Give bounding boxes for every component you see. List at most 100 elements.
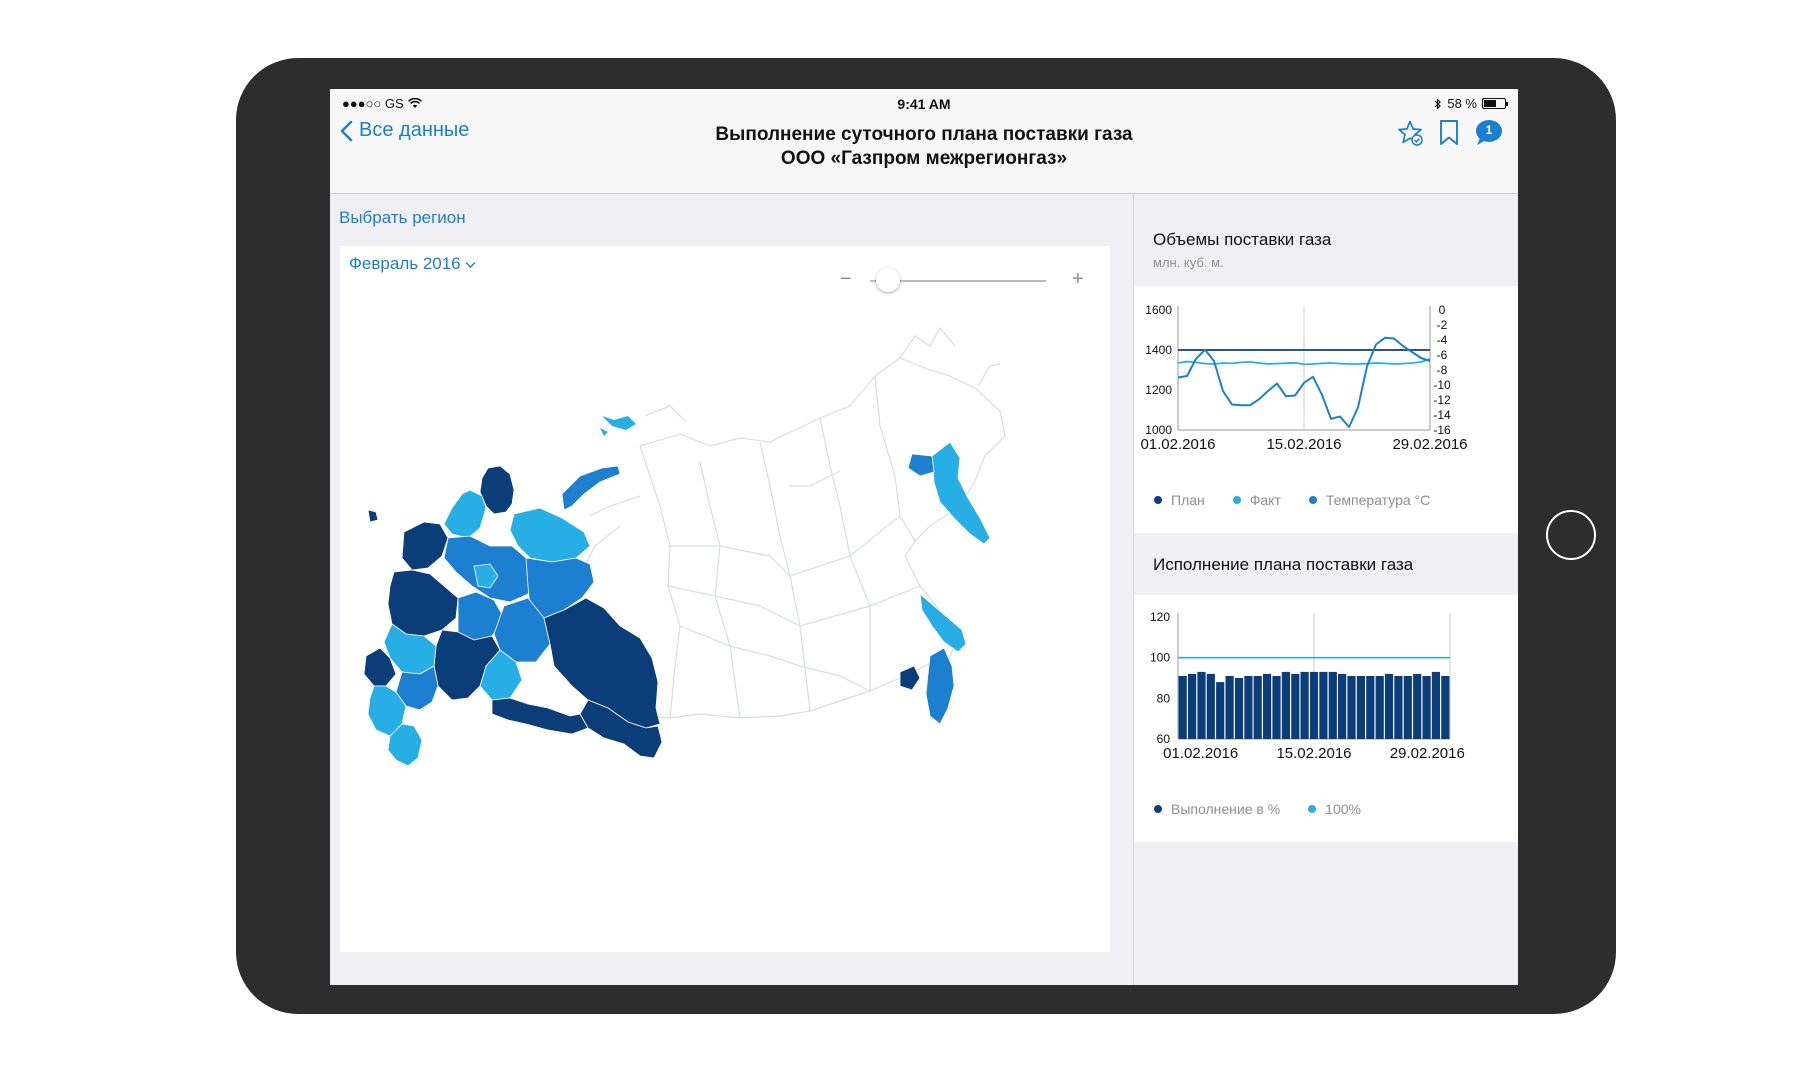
bar: [1272, 676, 1281, 739]
execution-bar-chart[interactable]: 01.02.2016 15.02.2016 29.02.2016 60 80 100 120: [1134, 595, 1518, 785]
map-region-north-caucasus[interactable]: [387, 723, 423, 767]
map-region-primorye[interactable]: [925, 647, 955, 725]
volumes-chart-card: 01.02.2016 15.02.2016 29.02.2016 1000 1200 14…: [1134, 286, 1518, 533]
execution-section-header: Исполнение плана поставки газа: [1134, 533, 1518, 595]
bar: [1225, 676, 1234, 739]
pane-divider: [1133, 194, 1134, 985]
x-tick-label: 15.02.2016: [1266, 436, 1341, 453]
map-region-outlines: [579, 326, 1006, 719]
bar: [1441, 676, 1450, 739]
bar: [1188, 673, 1197, 739]
zoom-slider-thumb[interactable]: [875, 268, 900, 292]
y-tick-label: 120: [1150, 610, 1170, 624]
map-region-kamchatka[interactable]: [931, 441, 991, 545]
legend-item-fact[interactable]: Факт: [1232, 492, 1281, 508]
map-region-nenets[interactable]: [509, 507, 591, 563]
volumes-section-header: Объемы поставки газа млн. куб. м.: [1134, 194, 1518, 286]
zoom-in-button[interactable]: +: [1072, 268, 1084, 290]
y-tick-label: 1400: [1145, 343, 1172, 357]
map-region-northwest[interactable]: [443, 489, 487, 539]
map-region-sakhalin[interactable]: [919, 593, 967, 653]
execution-chart-card: 01.02.2016 15.02.2016 29.02.2016 60 80 100 120…: [1134, 595, 1518, 842]
page-title: Выполнение суточного плана поставки газа…: [330, 123, 1518, 171]
map-region-chukotka[interactable]: [907, 453, 935, 477]
series-line-temperature: [1177, 336, 1431, 428]
map-region-ural-1[interactable]: [493, 597, 551, 663]
legend-label: Факт: [1249, 492, 1281, 508]
x-tick-label: 15.02.2016: [1276, 745, 1351, 762]
legend-item-execution[interactable]: Выполнение в %: [1154, 801, 1280, 817]
legend-item-temperature[interactable]: Температура °C: [1308, 492, 1431, 508]
map-region-volga-2[interactable]: [473, 563, 499, 589]
bar: [1300, 671, 1309, 739]
zoom-slider-track[interactable]: [870, 280, 1046, 282]
legend-item-plan[interactable]: План: [1154, 492, 1205, 508]
map-region-kaliningrad[interactable]: [367, 509, 379, 523]
y2-tick-label: -6: [1437, 348, 1448, 362]
month-selector[interactable]: Февраль 2016: [349, 254, 476, 274]
legend-label: Температура °C: [1325, 492, 1431, 508]
map-filled-regions: [363, 441, 991, 767]
map-region-rostov[interactable]: [363, 647, 397, 687]
bar: [1216, 682, 1225, 739]
map-region-south-2[interactable]: [491, 697, 589, 735]
page-title-line2: ООО «Газпром межрегионгаз»: [780, 148, 1068, 169]
app-screen: ●●●○○ GS 9:41 AM 58 % Все данные Выполне…: [330, 89, 1518, 985]
notification-count: 1: [1485, 123, 1493, 137]
chevron-down-icon: [465, 262, 476, 268]
y-tick-label: 1000: [1145, 423, 1172, 437]
bar: [1244, 676, 1253, 739]
home-button[interactable]: [1546, 510, 1596, 560]
x-tick-label: 01.02.2016: [1140, 436, 1215, 453]
y-tick-label: 1200: [1145, 383, 1172, 397]
bar: [1431, 671, 1440, 739]
y2-tick-label: -8: [1437, 363, 1448, 377]
map-islands: [600, 416, 636, 436]
x-tick-label: 01.02.2016: [1163, 745, 1238, 762]
back-button[interactable]: Все данные: [340, 119, 469, 142]
favorite-star-icon[interactable]: [1396, 119, 1424, 147]
map-pane: Выбрать регион Февраль 2016 − +: [330, 194, 1133, 985]
bar: [1197, 671, 1206, 739]
bar: [1356, 676, 1365, 739]
y-tick-label: 60: [1157, 732, 1171, 746]
battery-percent: 58 %: [1447, 96, 1477, 111]
volumes-subtitle: млн. куб. м.: [1153, 255, 1224, 270]
map-region-west-siberia[interactable]: [543, 597, 661, 729]
bar: [1347, 676, 1356, 739]
y-tick-label: 1600: [1145, 303, 1172, 317]
comments-button[interactable]: 1: [1474, 119, 1504, 147]
bar: [1403, 676, 1412, 739]
russia-regions-map[interactable]: [340, 246, 1110, 952]
charts-pane: Объемы поставки газа млн. куб. м. 01.02.…: [1134, 194, 1518, 985]
bar: [1422, 676, 1431, 739]
bar: [1394, 676, 1403, 739]
back-label: Все данные: [359, 119, 470, 141]
chat-bubble-icon: [1476, 120, 1502, 145]
select-region-link[interactable]: Выбрать регион: [339, 208, 466, 227]
map-region-jewish[interactable]: [899, 665, 921, 691]
map-region-novaya-zemlya[interactable]: [561, 465, 621, 511]
map-region-karelia[interactable]: [401, 521, 449, 571]
page-title-line1: Выполнение суточного плана поставки газа: [715, 124, 1133, 145]
legend-item-100[interactable]: 100%: [1308, 801, 1361, 817]
map-region-kola[interactable]: [479, 465, 515, 515]
map-card: Февраль 2016 − +: [340, 246, 1110, 952]
legend-dot: [1154, 805, 1162, 813]
map-region-central[interactable]: [387, 569, 459, 637]
bar: [1234, 678, 1244, 739]
bar: [1319, 671, 1328, 739]
navigation-bar: ●●●○○ GS 9:41 AM 58 % Все данные Выполне…: [330, 89, 1518, 194]
bar: [1178, 676, 1187, 739]
x-tick-label: 29.02.2016: [1390, 745, 1465, 762]
legend-dot: [1232, 496, 1241, 504]
volumes-title: Объемы поставки газа: [1153, 230, 1332, 249]
y-tick-label: 100: [1150, 651, 1170, 665]
zoom-out-button[interactable]: −: [840, 268, 852, 290]
bookmark-icon[interactable]: [1438, 119, 1460, 147]
battery-icon: [1482, 98, 1508, 109]
bluetooth-icon: [1434, 97, 1442, 110]
volumes-line-chart[interactable]: 01.02.2016 15.02.2016 29.02.2016 1000 1200 14…: [1134, 286, 1518, 476]
status-carrier: ●●●○○ GS: [342, 96, 422, 111]
zoom-control: − +: [840, 268, 1090, 294]
